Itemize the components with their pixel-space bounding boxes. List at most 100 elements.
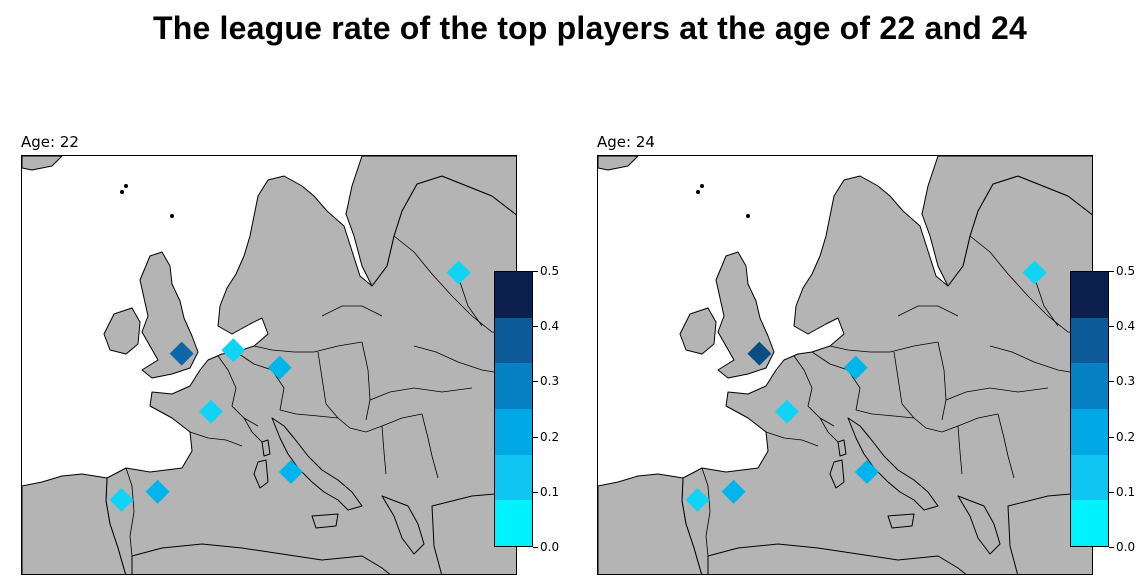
panel-title: Age: 22 xyxy=(21,133,79,151)
island-dot xyxy=(120,190,124,194)
land-shape xyxy=(921,156,1092,287)
country-border xyxy=(369,387,473,401)
colorbar-tick xyxy=(1109,547,1114,548)
marker-portugal xyxy=(685,487,710,512)
marker-spain xyxy=(721,479,746,504)
marker-russia xyxy=(446,260,471,285)
page-title: The league rate of the top players at th… xyxy=(152,10,1028,46)
country-border xyxy=(189,431,243,447)
colorbar-tick xyxy=(1109,271,1114,272)
colorbar-tick xyxy=(1109,381,1114,383)
colorbar-tick-label: 0.2 xyxy=(1116,429,1136,444)
land-shape xyxy=(261,439,271,457)
country-border xyxy=(793,355,835,427)
marker-england xyxy=(169,341,194,366)
country-border xyxy=(217,355,259,427)
country-border xyxy=(913,413,999,433)
country-border xyxy=(243,417,263,443)
marker-france xyxy=(774,399,799,424)
colorbar-segment xyxy=(1071,409,1108,455)
colorbar-tick xyxy=(533,381,538,383)
colorbar-box xyxy=(494,271,533,547)
country-border xyxy=(819,417,839,443)
colorbar-tick-label: 0.5 xyxy=(1116,264,1136,278)
colorbar-segment xyxy=(1071,500,1108,547)
colorbar-tick-label: 0.0 xyxy=(540,540,560,554)
map-frame xyxy=(597,155,1093,575)
land-shape xyxy=(103,307,141,355)
marker-germany xyxy=(843,355,868,380)
country-border xyxy=(361,341,371,421)
marker-germany xyxy=(267,355,292,380)
land-shape xyxy=(22,156,63,171)
land-shape xyxy=(345,156,516,287)
country-border xyxy=(893,351,915,419)
country-border xyxy=(829,341,939,353)
country-border xyxy=(279,409,339,419)
land-shape xyxy=(105,175,516,574)
colorbar-tick xyxy=(533,436,538,438)
land-shape xyxy=(887,513,915,529)
colorbar-tick-label: 0.5 xyxy=(540,264,560,278)
marker-netherlands xyxy=(221,338,246,363)
country-border xyxy=(765,431,819,447)
colorbar-box xyxy=(1070,271,1109,547)
colorbar-segment xyxy=(1071,363,1108,410)
land-shape xyxy=(271,417,363,511)
country-border xyxy=(855,409,915,419)
land-shape xyxy=(679,307,717,355)
map-panel-age-24: Age: 24 0.5 0.4 0.3 0.2 0.1 0.0 xyxy=(594,128,1144,583)
country-border xyxy=(321,305,383,317)
colorbar-tick-label: 0.4 xyxy=(540,319,560,334)
country-border xyxy=(393,235,516,337)
land-shape xyxy=(598,473,702,574)
land-shape xyxy=(681,175,1092,574)
land-shape xyxy=(707,543,967,574)
marker-italy xyxy=(278,460,303,484)
land-shape xyxy=(381,495,425,555)
land-shape xyxy=(837,439,847,457)
marker-spain xyxy=(145,479,170,504)
land-shape xyxy=(311,513,339,529)
land-shape xyxy=(847,417,939,511)
land-shape xyxy=(829,459,845,489)
island-dot xyxy=(124,184,128,188)
country-border xyxy=(457,275,483,327)
country-border xyxy=(317,351,339,419)
country-border xyxy=(897,305,959,317)
colorbar-tick xyxy=(1109,491,1114,493)
country-border xyxy=(945,387,1049,401)
map-frame xyxy=(21,155,517,575)
colorbar-segment xyxy=(495,500,532,547)
land-shape xyxy=(22,473,126,574)
country-border xyxy=(381,425,387,475)
land-shape xyxy=(598,156,639,171)
colorbar: 0.5 0.4 0.3 0.2 0.1 0.0 xyxy=(494,265,559,553)
panel-title: Age: 24 xyxy=(597,133,655,151)
colorbar-tick xyxy=(533,547,538,548)
colorbar-tick-label: 0.3 xyxy=(540,374,560,389)
colorbar-tick xyxy=(533,491,538,493)
land-shape xyxy=(131,543,391,574)
country-border xyxy=(337,413,423,433)
colorbar-tick xyxy=(533,271,538,272)
country-border xyxy=(957,425,963,475)
colorbar-tick-label: 0.3 xyxy=(1116,374,1136,389)
colorbar-segment xyxy=(1071,272,1108,318)
marker-russia xyxy=(1022,260,1047,285)
colorbar-segment xyxy=(495,363,532,410)
marker-portugal xyxy=(109,487,134,512)
country-border xyxy=(253,341,363,353)
colorbar-segment xyxy=(1071,454,1108,501)
country-border xyxy=(701,467,711,557)
island-dot xyxy=(696,190,700,194)
colorbar-tick xyxy=(1109,436,1114,438)
colorbar-segment xyxy=(495,272,532,318)
land-shape xyxy=(957,495,1001,555)
island-dot xyxy=(746,214,750,218)
colorbar-tick xyxy=(1109,326,1114,328)
country-border xyxy=(937,341,947,421)
europe-map xyxy=(22,156,516,574)
country-border xyxy=(1033,275,1059,327)
island-dot xyxy=(700,184,704,188)
